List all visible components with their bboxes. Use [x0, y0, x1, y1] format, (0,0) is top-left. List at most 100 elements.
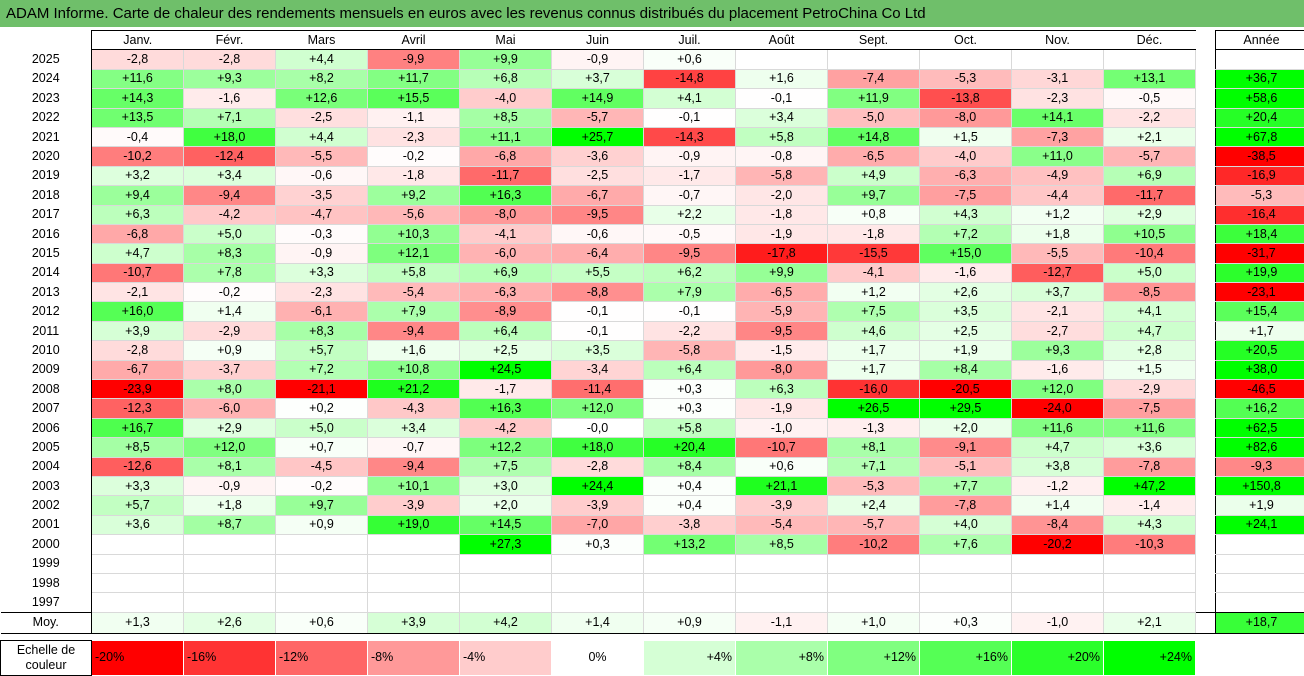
column-gap [1196, 360, 1216, 379]
heat-cell: +7,1 [828, 457, 920, 476]
heat-cell: -5,8 [644, 341, 736, 360]
annual-cell: -9,3 [1216, 457, 1304, 476]
scale-blank [1216, 640, 1304, 675]
month-header: Mars [276, 31, 368, 50]
annual-cell [1216, 573, 1304, 592]
heat-cell: -5,7 [1104, 147, 1196, 166]
table-row: 2002+5,7+1,8+9,7-3,9+2,0-3,9+0,4-3,9+2,4… [1, 496, 1304, 515]
heat-cell: -9,4 [368, 457, 460, 476]
column-gap [1196, 418, 1216, 437]
annual-cell [1216, 50, 1304, 69]
heat-cell: +29,5 [920, 399, 1012, 418]
heat-cell: +3,9 [92, 321, 184, 340]
heat-cell: +5,0 [184, 224, 276, 243]
heat-cell [920, 573, 1012, 592]
heat-cell: +2,2 [644, 205, 736, 224]
heat-cell: -8,0 [460, 205, 552, 224]
heat-cell: -11,4 [552, 380, 644, 399]
color-scale-swatch: +8% [736, 640, 828, 675]
year-label: 2011 [1, 321, 92, 340]
heat-cell: +1,5 [920, 127, 1012, 146]
column-gap [1196, 593, 1216, 612]
heat-cell: -11,7 [460, 166, 552, 185]
heat-cell: +0,9 [276, 515, 368, 534]
heat-cell: +9,4 [92, 186, 184, 205]
table-row: 2001+3,6+8,7+0,9+19,0+14,5-7,0-3,8-5,4-5… [1, 515, 1304, 534]
annual-cell [1216, 535, 1304, 554]
heat-cell: -7,5 [920, 186, 1012, 205]
heat-cell: -0,5 [644, 224, 736, 243]
table-row: 2016-6,8+5,0-0,3+10,3-4,1-0,6-0,5-1,9-1,… [1, 224, 1304, 243]
heat-cell: -2,2 [644, 321, 736, 340]
table-row: 2012+16,0+1,4-6,1+7,9-8,9-0,1-0,1-5,9+7,… [1, 302, 1304, 321]
heat-cell: -0,9 [184, 476, 276, 495]
heat-cell: +2,4 [828, 496, 920, 515]
column-gap [1196, 127, 1216, 146]
year-label: 2015 [1, 244, 92, 263]
heat-cell: -4,3 [368, 399, 460, 418]
heat-cell: +21,2 [368, 380, 460, 399]
year-label: 2017 [1, 205, 92, 224]
heat-cell [460, 593, 552, 612]
heat-cell: +1,8 [184, 496, 276, 515]
heat-cell: -1,9 [736, 224, 828, 243]
column-gap [1196, 573, 1216, 592]
heat-cell: +1,9 [920, 341, 1012, 360]
heat-cell: +47,2 [1104, 476, 1196, 495]
heat-cell: -7,5 [1104, 399, 1196, 418]
heat-cell: -5,0 [828, 108, 920, 127]
heat-cell: +4,3 [1104, 515, 1196, 534]
column-gap [1196, 457, 1216, 476]
heat-cell: -12,3 [92, 399, 184, 418]
heat-cell: -0,8 [736, 147, 828, 166]
heat-cell: -8,0 [920, 108, 1012, 127]
table-row: 2021-0,4+18,0+4,4-2,3+11,1+25,7-14,3+5,8… [1, 127, 1304, 146]
heat-cell: -1,6 [920, 263, 1012, 282]
heat-cell: -1,1 [368, 108, 460, 127]
month-header: Sept. [828, 31, 920, 50]
heat-cell [736, 554, 828, 573]
heat-cell: -6,3 [920, 166, 1012, 185]
average-label: Moy. [1, 612, 92, 633]
annual-cell: +36,7 [1216, 69, 1304, 88]
annual-cell: +19,9 [1216, 263, 1304, 282]
heat-cell: -13,8 [920, 89, 1012, 108]
year-label: 2019 [1, 166, 92, 185]
heat-cell: -4,0 [460, 89, 552, 108]
heat-cell [1012, 554, 1104, 573]
heat-cell: +1,6 [736, 69, 828, 88]
month-header: Oct. [920, 31, 1012, 50]
annual-cell: +24,1 [1216, 515, 1304, 534]
heat-cell: +18,0 [184, 127, 276, 146]
heat-cell: +1,2 [828, 283, 920, 302]
average-annual-cell: +18,7 [1216, 612, 1304, 633]
heat-cell: +3,3 [276, 263, 368, 282]
heat-cell: -3,5 [276, 186, 368, 205]
heat-cell: -14,8 [644, 69, 736, 88]
table-row: 2023+14,3-1,6+12,6+15,5-4,0+14,9+4,1-0,1… [1, 89, 1304, 108]
column-gap [1196, 515, 1216, 534]
month-header: Juil. [644, 31, 736, 50]
heat-cell: -1,8 [368, 166, 460, 185]
heat-cell [736, 573, 828, 592]
column-gap [1196, 108, 1216, 127]
heat-cell: -2,1 [1012, 302, 1104, 321]
heat-cell: -4,4 [1012, 186, 1104, 205]
table-row: 2015+4,7+8,3-0,9+12,1-6,0-6,4-9,5-17,8-1… [1, 244, 1304, 263]
table-row: 2022+13,5+7,1-2,5-1,1+8,5-5,7-0,1+3,4-5,… [1, 108, 1304, 127]
heat-cell: -9,1 [920, 438, 1012, 457]
heat-cell: +14,5 [460, 515, 552, 534]
year-label: 2007 [1, 399, 92, 418]
column-gap [1196, 283, 1216, 302]
heat-cell: -14,3 [644, 127, 736, 146]
annual-cell: +58,6 [1216, 89, 1304, 108]
heat-cell: +2,8 [1104, 341, 1196, 360]
annual-cell [1216, 554, 1304, 573]
column-gap [1196, 399, 1216, 418]
heat-cell [920, 593, 1012, 612]
year-label: 2020 [1, 147, 92, 166]
heat-cell: -3,1 [1012, 69, 1104, 88]
heat-cell: -1,2 [1012, 476, 1104, 495]
column-gap [1196, 186, 1216, 205]
